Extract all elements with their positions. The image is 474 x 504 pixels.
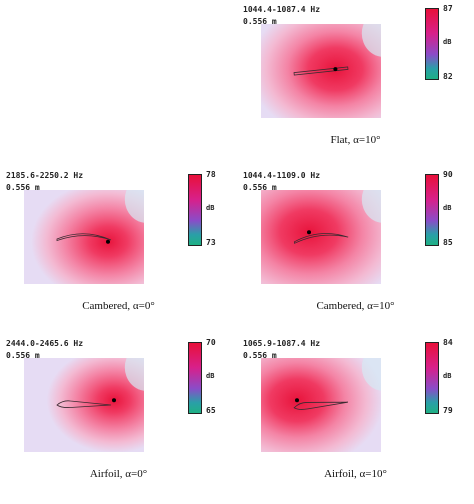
beamform-panel-flat-10: 1044.4-1087.4 Hz 0.556 m 87 dB 82 Flat, …	[237, 0, 474, 168]
colorbar	[188, 342, 202, 414]
source-map-svg	[24, 358, 144, 452]
source-map	[24, 358, 144, 452]
beamform-panel-cambered-10: 1044.4-1109.0 Hz 0.556 m 90 dB 85 Camber…	[237, 166, 474, 334]
low-level-region	[361, 190, 381, 223]
colorbar-max: 70	[206, 338, 216, 347]
colorbar-unit: dB	[206, 204, 215, 212]
colorbar-max: 87	[443, 4, 453, 13]
source-map	[261, 358, 381, 452]
source-map	[261, 24, 381, 118]
source-map-svg	[261, 190, 381, 284]
frequency-label: 1065.9-1087.4 Hz 0.556 m	[243, 338, 320, 362]
beamform-panel-airfoil-0: 2444.0-2465.6 Hz 0.556 m 70 dB 65 Airfoi…	[0, 334, 237, 502]
colorbar	[188, 174, 202, 246]
colorbar-min: 73	[206, 238, 216, 247]
colorbar-unit: dB	[443, 204, 452, 212]
sound-pressure-field	[261, 190, 381, 284]
profile-shape	[56, 233, 112, 242]
profile-outline	[293, 401, 348, 410]
low-level-region	[361, 24, 381, 57]
peak-marker	[112, 398, 116, 403]
colorbar	[425, 342, 439, 414]
low-level-region	[124, 190, 144, 223]
colorbar-unit: dB	[443, 372, 452, 380]
colorbar-unit: dB	[443, 38, 452, 46]
frequency-label: 2185.6-2250.2 Hz 0.556 m	[6, 170, 83, 194]
panel-caption: Cambered, α=0°	[82, 300, 155, 312]
colorbar-unit: dB	[206, 372, 215, 380]
panel-caption: Airfoil, α=10°	[324, 468, 387, 480]
colorbar-max: 90	[443, 170, 453, 179]
frequency-band: 1065.9-1087.4 Hz	[243, 339, 321, 348]
source-map-svg	[261, 24, 381, 118]
colorbar-max: 78	[206, 170, 216, 179]
low-level-region	[124, 358, 144, 391]
colorbar-min: 85	[443, 238, 453, 247]
profile-outline	[56, 233, 112, 242]
profile-shape	[56, 400, 112, 408]
profile-outline	[293, 233, 349, 244]
profile-shape	[293, 233, 349, 244]
peak-marker	[295, 398, 299, 403]
beamform-panel-cambered-0: 2185.6-2250.2 Hz 0.556 m 78 dB 73 Camber…	[0, 166, 237, 334]
frequency-band: 2185.6-2250.2 Hz	[6, 171, 84, 180]
profile-outline	[56, 400, 112, 408]
distance-label: 0.556 m	[6, 351, 40, 360]
colorbar	[425, 174, 439, 246]
frequency-band: 1044.4-1109.0 Hz	[243, 171, 321, 180]
source-map-svg	[24, 190, 144, 284]
peak-marker	[333, 67, 338, 72]
frequency-band: 1044.4-1087.4 Hz	[243, 5, 321, 14]
profile-shape	[293, 401, 348, 410]
colorbar-min: 79	[443, 406, 453, 415]
panel-caption: Airfoil, α=0°	[89, 468, 148, 480]
panel-caption: Flat, α=10°	[330, 134, 381, 146]
beamform-panel-airfoil-10: 1065.9-1087.4 Hz 0.556 m 84 dB 79 Airfoi…	[237, 334, 474, 502]
colorbar-min: 82	[443, 72, 453, 81]
source-map-svg	[261, 358, 381, 452]
frequency-band: 2444.0-2465.6 Hz	[6, 339, 84, 348]
profile-outline	[293, 66, 349, 76]
frequency-label: 2444.0-2465.6 Hz 0.556 m	[6, 338, 83, 362]
sound-pressure-field	[24, 358, 144, 452]
low-level-region	[361, 358, 381, 391]
colorbar	[425, 8, 439, 80]
sound-pressure-field	[261, 358, 381, 452]
sound-pressure-field	[261, 24, 381, 118]
distance-label: 0.556 m	[243, 17, 277, 26]
sound-pressure-field	[24, 190, 144, 284]
distance-label: 0.556 m	[243, 351, 277, 360]
frequency-label: 1044.4-1109.0 Hz 0.556 m	[243, 170, 320, 194]
distance-label: 0.556 m	[243, 183, 277, 192]
source-map	[261, 190, 381, 284]
frequency-label: 1044.4-1087.4 Hz 0.556 m	[243, 4, 320, 28]
panel-caption: Cambered, α=10°	[316, 300, 395, 312]
colorbar-max: 84	[443, 338, 453, 347]
source-map	[24, 190, 144, 284]
distance-label: 0.556 m	[6, 183, 40, 192]
colorbar-min: 65	[206, 406, 216, 415]
peak-marker	[307, 230, 311, 235]
profile-shape	[293, 66, 349, 76]
peak-marker	[106, 239, 110, 244]
